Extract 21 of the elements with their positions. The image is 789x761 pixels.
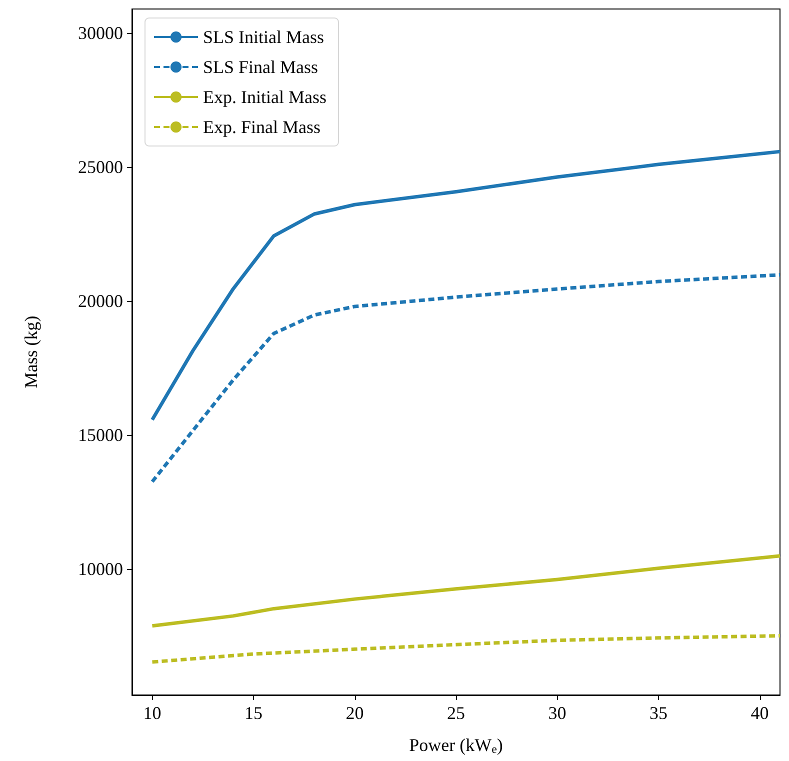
y-tick-label: 15000 [78, 425, 123, 446]
x-tick-label: 35 [650, 703, 668, 723]
legend-label: SLS Initial Mass [203, 27, 324, 47]
y-axis-title: Mass (kg) [21, 316, 41, 388]
line-series [150, 634, 782, 664]
line-series [150, 554, 782, 628]
y-tick-label: 25000 [78, 157, 123, 178]
legend-label: Exp. Final Mass [203, 117, 321, 137]
x-tick-label: 30 [548, 703, 566, 723]
y-tick-label: 20000 [78, 291, 123, 312]
line-series [150, 273, 782, 484]
x-tick-label: 40 [750, 703, 769, 723]
legend-label: Exp. Initial Mass [203, 87, 326, 107]
x-tick-label: 15 [244, 703, 262, 723]
y-tick-label: 10000 [78, 559, 123, 580]
y-tick-label: 30000 [78, 23, 123, 44]
line-series [150, 150, 782, 422]
legend-label: SLS Final Mass [203, 57, 318, 77]
x-tick-label: 10 [143, 703, 162, 723]
x-tick-label: 25 [447, 703, 465, 723]
x-tick-label: 20 [346, 703, 364, 723]
